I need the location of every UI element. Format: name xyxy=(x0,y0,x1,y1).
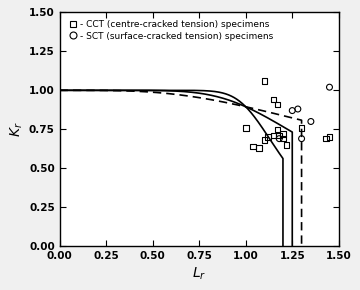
Point xyxy=(327,85,332,90)
Point xyxy=(299,125,305,130)
Point xyxy=(280,136,286,141)
Point xyxy=(327,135,332,139)
Point xyxy=(271,133,276,138)
Point xyxy=(284,143,289,147)
Legend: - CCT (centre-cracked tension) specimens, - SCT (surface-cracked tension) specim: - CCT (centre-cracked tension) specimens… xyxy=(67,18,275,42)
Point xyxy=(276,133,282,138)
Point xyxy=(250,144,256,149)
Point xyxy=(295,107,301,111)
Point xyxy=(261,79,267,83)
Point xyxy=(256,146,262,150)
Point xyxy=(274,102,280,107)
Point xyxy=(323,136,329,141)
Point xyxy=(276,136,282,141)
X-axis label: $L_r$: $L_r$ xyxy=(192,265,206,282)
Point xyxy=(243,125,249,130)
Point xyxy=(274,127,280,132)
Y-axis label: $K_r$: $K_r$ xyxy=(8,122,25,137)
Point xyxy=(271,97,276,102)
Point xyxy=(308,119,314,124)
Point xyxy=(261,138,267,142)
Point xyxy=(299,136,305,141)
Point xyxy=(265,135,271,139)
Point xyxy=(289,108,295,113)
Point xyxy=(280,132,286,136)
